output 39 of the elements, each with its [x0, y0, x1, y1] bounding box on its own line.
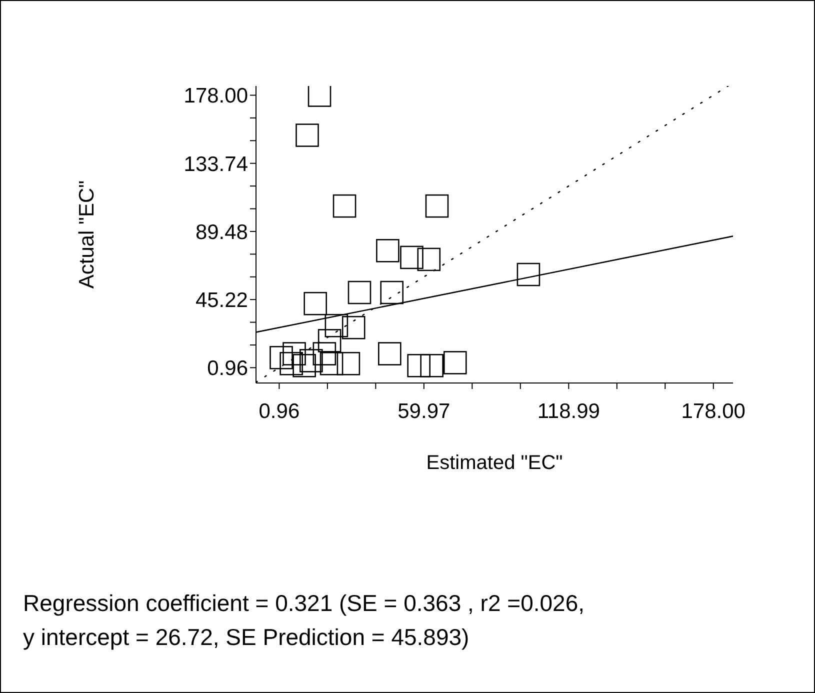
point — [380, 280, 404, 304]
point — [425, 194, 449, 218]
y-axis-title: Actual "EC" — [75, 180, 98, 289]
point — [292, 354, 316, 378]
point — [420, 354, 444, 378]
point — [296, 124, 319, 147]
y-tick-label: 45.22 — [195, 289, 248, 312]
point — [516, 262, 540, 286]
point — [300, 349, 323, 372]
text: y intercept = 26.72, SE Prediction = 45.893) — [23, 623, 470, 652]
x-axis-title: Estimated "EC" — [426, 452, 563, 474]
text: Regression coefficient = 0.321 (SE = 0.363 , r2 =0.026, — [23, 589, 585, 618]
point — [336, 352, 360, 376]
y-tick-label: 133.74 — [184, 152, 248, 176]
point — [348, 280, 372, 304]
x-tick-label: 59.97 — [398, 400, 450, 423]
point — [304, 292, 327, 316]
text: 178.00 — [681, 400, 746, 423]
point — [324, 314, 348, 338]
point — [308, 86, 332, 107]
point — [342, 316, 366, 340]
point — [282, 342, 306, 366]
point — [312, 342, 336, 366]
point — [417, 248, 441, 272]
point — [280, 352, 303, 376]
x-tick-label: 118.99 — [537, 400, 600, 423]
point — [378, 342, 402, 366]
point — [318, 329, 342, 352]
y-tick-label: 178.00 — [184, 84, 248, 108]
point — [407, 354, 430, 378]
y-tick-label: 89.48 — [195, 220, 248, 244]
point — [332, 194, 356, 218]
x-tick-label: 0.96 — [258, 400, 300, 423]
point — [320, 352, 344, 376]
point — [443, 351, 467, 374]
point — [400, 246, 424, 270]
point — [270, 346, 293, 370]
point — [376, 239, 400, 262]
y-tick-label: 0.96 — [207, 357, 248, 380]
